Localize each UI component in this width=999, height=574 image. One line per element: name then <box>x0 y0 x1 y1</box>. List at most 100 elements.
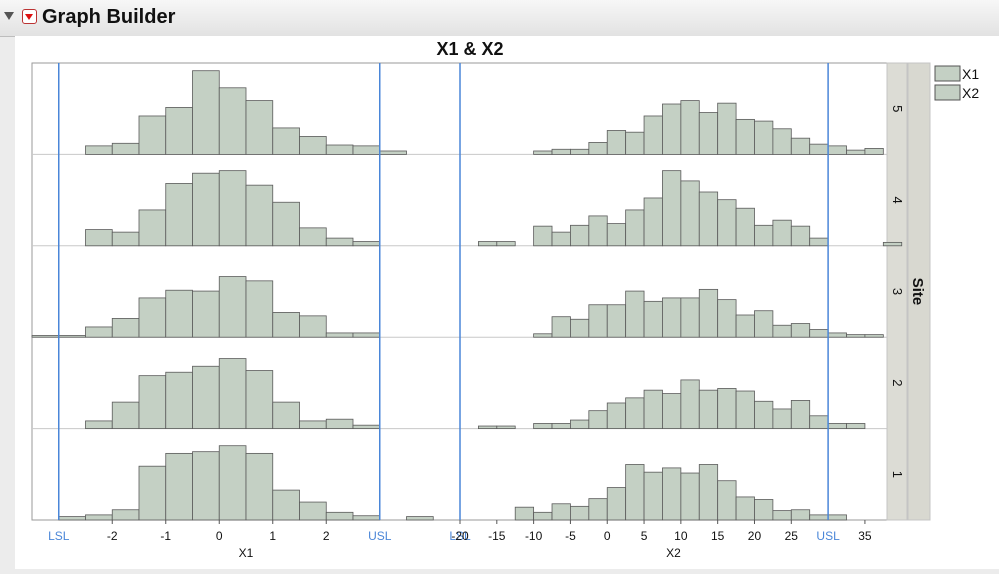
histogram-bar-x1-site3 <box>218 276 247 338</box>
histogram-bar-x2-site5 <box>643 115 663 155</box>
histogram-bar-x1-site5 <box>111 142 140 155</box>
x-tick-label-x2: 10 <box>674 529 688 543</box>
histogram-bar-x2-site5 <box>846 149 866 155</box>
histogram-bar-x2-site2 <box>754 400 774 430</box>
histogram-bar-x2-site5 <box>533 150 553 155</box>
histogram-bar-x1-site5 <box>245 100 274 155</box>
histogram-bar-x2-site4 <box>680 180 700 247</box>
histogram-bar-x2-site4 <box>735 207 755 247</box>
x-tick-label-x1: -1 <box>160 529 171 543</box>
histogram-bar-x2-site5 <box>864 148 884 155</box>
histogram-bar-x2-site4 <box>698 191 719 247</box>
x-tick-label-x1: -2 <box>107 529 118 543</box>
histogram-bar-x1-site1 <box>85 514 113 521</box>
histogram-bar-x2-site1 <box>754 499 774 521</box>
histogram-bar-x2-site5 <box>772 128 792 155</box>
x-tick-label-x2: 20 <box>748 529 762 543</box>
histogram-bar-x2-site3 <box>533 333 553 338</box>
histogram-bar-x2-site2 <box>772 408 792 430</box>
x-axis-label-x2: X2 <box>666 546 681 560</box>
histogram-bar-x2-site3 <box>625 290 645 338</box>
histogram-bar-x1-site3 <box>165 289 193 338</box>
histogram-bar-x2-site1 <box>698 464 719 521</box>
histogram-bar-x1-site2 <box>138 375 167 430</box>
histogram-bar-x1-site4 <box>138 209 167 247</box>
histogram-bar-x2-site2 <box>496 425 516 429</box>
histogram-bar-x1-site5 <box>85 145 113 155</box>
graph-panel: X1 & X2 Site 5 4 3 2 1 LSL USL -2 -1 0 1 2 X1 LSL USL -20… <box>15 36 999 569</box>
site-label-strip <box>907 62 931 521</box>
histogram-bar-x1-site3 <box>31 335 60 338</box>
histogram-bar-x2-site1 <box>772 510 792 521</box>
histogram-bar-x1-site2 <box>111 401 140 430</box>
histogram-bar-x2-site2 <box>606 402 627 430</box>
histogram-bar-x2-site1 <box>717 480 737 521</box>
disclosure-triangle-icon[interactable] <box>4 12 14 20</box>
histogram-bar-x1-site1 <box>406 516 434 521</box>
histogram-bar-x1-site4 <box>352 241 381 247</box>
histogram-bar-x1-site3 <box>138 297 167 338</box>
x-tick-label-x1: 1 <box>269 529 276 543</box>
histogram-bar-x2-site3 <box>662 297 682 338</box>
histogram-bar-x1-site3 <box>325 332 354 338</box>
histogram-bar-x2-site5 <box>588 142 608 155</box>
histogram-bar-x1-site1 <box>111 509 140 521</box>
site-axis-label: Site <box>909 278 926 306</box>
histogram-bar-x2-site4 <box>717 199 737 247</box>
histogram-bar-x2-site2 <box>533 423 553 430</box>
x-tick-label-x2: -10 <box>525 529 543 543</box>
histogram-bar-x1-site3 <box>58 335 86 338</box>
histogram-bar-x2-site5 <box>790 137 811 155</box>
graph-builder-title: Graph Builder <box>42 6 176 28</box>
histogram-bar-x2-site2 <box>680 379 700 429</box>
site-level-strip <box>886 62 908 521</box>
histogram-bar-x1-site5 <box>218 87 247 155</box>
histogram-bar-x2-site1 <box>680 472 700 521</box>
histogram-bar-x2-site2 <box>846 423 866 430</box>
chart-title: X1 & X2 <box>436 39 503 59</box>
histogram-bar-x2-site1 <box>790 509 811 521</box>
histogram-bar-x2-site4 <box>625 209 645 247</box>
histogram-bar-x2-site3 <box>735 314 755 338</box>
site-level-label-3: 3 <box>890 288 905 295</box>
legend-swatch-x2 <box>934 84 961 101</box>
histogram-bar-x1-site2 <box>299 420 327 430</box>
histogram-bar-x2-site3 <box>772 324 792 338</box>
histogram-bar-x2-site3 <box>570 318 590 338</box>
histogram-bar-x2-site4 <box>643 197 663 247</box>
histogram-bar-x1-site1 <box>58 516 86 521</box>
histogram-bar-x1-site4 <box>245 184 274 247</box>
histogram-bar-x2-site4 <box>496 241 516 247</box>
histogram-bar-x1-site2 <box>165 371 193 429</box>
histogram-bar-x1-site2 <box>325 418 354 429</box>
histogram-bar-x2-site4 <box>772 219 792 247</box>
histogram-bar-x2-site1 <box>625 464 645 521</box>
histogram-bar-x2-site2 <box>551 423 571 430</box>
x-tick-label-x2: 0 <box>604 529 611 543</box>
histogram-bar-x2-site5 <box>827 145 847 155</box>
red-triangle-menu-icon[interactable] <box>22 9 37 24</box>
histogram-bar-x2-site4 <box>790 225 811 247</box>
histogram-bar-x1-site1 <box>138 465 167 521</box>
lsl-label-x1: LSL <box>48 529 70 543</box>
histogram-bar-x2-site5 <box>662 103 682 155</box>
lsl-label-x2: LSL <box>449 529 471 543</box>
legend-swatch-x1 <box>934 65 961 82</box>
histogram-bar-x1-site4 <box>192 172 220 247</box>
histogram-bar-x1-site1 <box>272 489 300 521</box>
histogram-bar-x2-site4 <box>570 224 590 247</box>
histogram-bar-x2-site5 <box>754 120 774 155</box>
usl-label-x1: USL <box>368 529 392 543</box>
x-tick-label-x2: -5 <box>565 529 576 543</box>
histogram-bar-x1-site5 <box>272 127 300 155</box>
histogram-bar-x1-site4 <box>299 227 327 247</box>
histogram-bar-x1-site4 <box>325 237 354 247</box>
histogram-bar-x1-site4 <box>272 201 300 247</box>
histogram-bar-x1-site2 <box>192 365 220 429</box>
histogram-bar-x2-site1 <box>662 467 682 521</box>
histogram-bar-x1-site3 <box>352 332 381 338</box>
x-tick-label-x1: 0 <box>216 529 223 543</box>
histogram-bar-x2-site4 <box>882 241 903 247</box>
histogram-bar-x2-site3 <box>588 304 608 338</box>
histogram-bar-x1-site3 <box>111 318 140 338</box>
